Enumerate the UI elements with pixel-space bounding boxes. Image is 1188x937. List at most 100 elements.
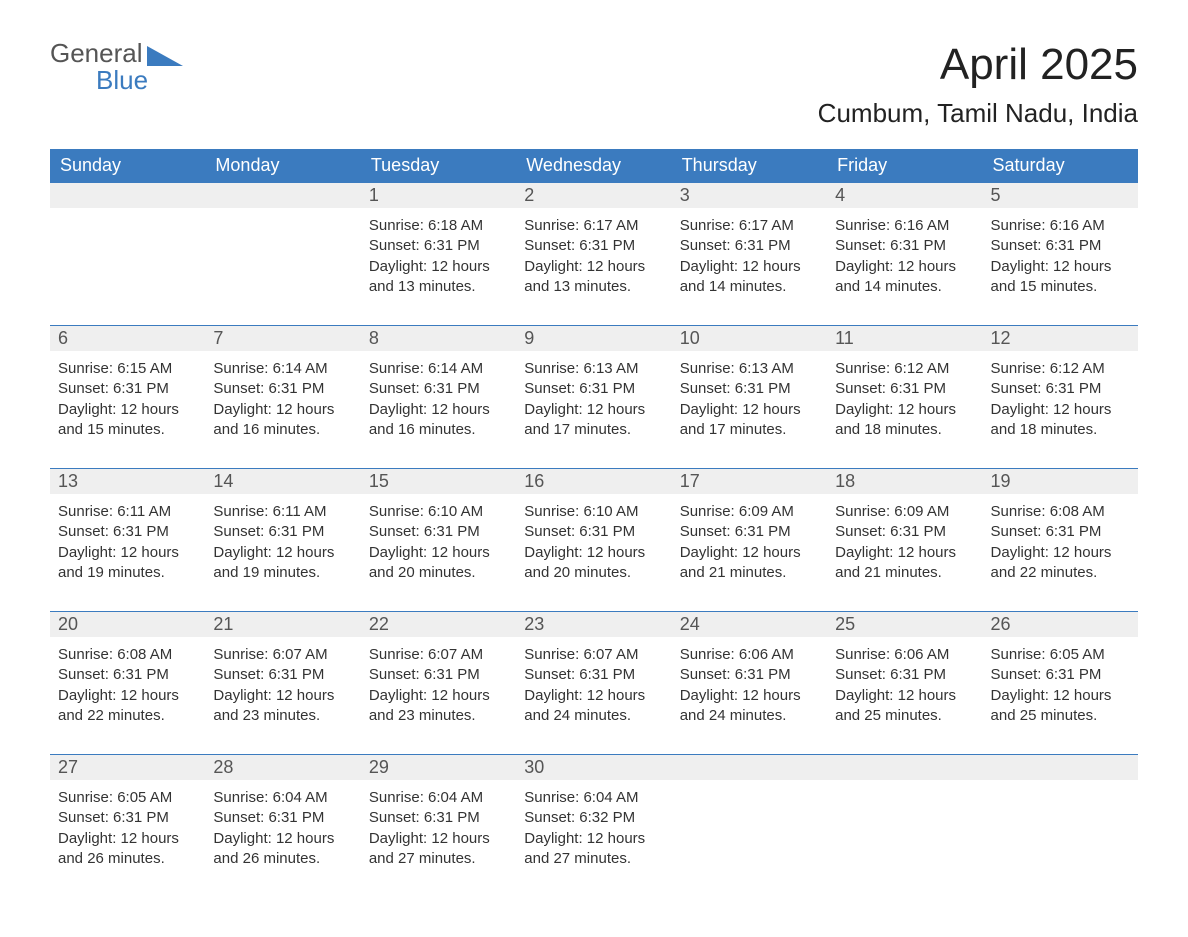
day-cell-body	[50, 208, 205, 326]
weekday-header-row: SundayMondayTuesdayWednesdayThursdayFrid…	[50, 149, 1138, 183]
month-title: April 2025	[818, 40, 1138, 90]
day-cell-header: 16	[516, 469, 671, 495]
day-number: 18	[827, 469, 982, 494]
day-details: Sunrise: 6:07 AMSunset: 6:31 PMDaylight:…	[213, 641, 352, 726]
day-number: 20	[50, 612, 205, 637]
day-cell-body: Sunrise: 6:08 AMSunset: 6:31 PMDaylight:…	[50, 637, 205, 755]
day-cell-header: 24	[672, 612, 827, 638]
day-cell-header: 3	[672, 183, 827, 209]
day-cell-body: Sunrise: 6:07 AMSunset: 6:31 PMDaylight:…	[361, 637, 516, 755]
daynum-row: 12345	[50, 183, 1138, 209]
day-number: 11	[827, 326, 982, 351]
day-cell-header: 25	[827, 612, 982, 638]
day-details: Sunrise: 6:13 AMSunset: 6:31 PMDaylight:…	[680, 355, 819, 440]
day-cell-body: Sunrise: 6:16 AMSunset: 6:31 PMDaylight:…	[827, 208, 982, 326]
day-number: 3	[672, 183, 827, 208]
day-number	[983, 755, 1138, 780]
day-cell-header: 11	[827, 326, 982, 352]
day-cell-body: Sunrise: 6:08 AMSunset: 6:31 PMDaylight:…	[983, 494, 1138, 612]
day-details: Sunrise: 6:05 AMSunset: 6:31 PMDaylight:…	[991, 641, 1130, 726]
day-cell-header	[50, 183, 205, 209]
daynum-row: 20212223242526	[50, 612, 1138, 638]
day-cell-body: Sunrise: 6:04 AMSunset: 6:31 PMDaylight:…	[205, 780, 360, 897]
day-cell-header: 17	[672, 469, 827, 495]
day-cell-header: 2	[516, 183, 671, 209]
day-cell-header: 27	[50, 755, 205, 781]
day-number: 15	[361, 469, 516, 494]
day-details: Sunrise: 6:07 AMSunset: 6:31 PMDaylight:…	[524, 641, 663, 726]
page-header: General Blue April 2025 Cumbum, Tamil Na…	[50, 40, 1138, 129]
day-cell-body: Sunrise: 6:06 AMSunset: 6:31 PMDaylight:…	[672, 637, 827, 755]
day-number: 23	[516, 612, 671, 637]
day-cell-body	[205, 208, 360, 326]
weekday-header: Tuesday	[361, 149, 516, 183]
day-cell-body: Sunrise: 6:09 AMSunset: 6:31 PMDaylight:…	[827, 494, 982, 612]
day-details: Sunrise: 6:07 AMSunset: 6:31 PMDaylight:…	[369, 641, 508, 726]
day-cell-body: Sunrise: 6:07 AMSunset: 6:31 PMDaylight:…	[205, 637, 360, 755]
day-details: Sunrise: 6:15 AMSunset: 6:31 PMDaylight:…	[58, 355, 197, 440]
day-number: 1	[361, 183, 516, 208]
day-cell-body: Sunrise: 6:10 AMSunset: 6:31 PMDaylight:…	[361, 494, 516, 612]
day-number: 29	[361, 755, 516, 780]
day-cell-header: 1	[361, 183, 516, 209]
day-details: Sunrise: 6:17 AMSunset: 6:31 PMDaylight:…	[524, 212, 663, 297]
day-details: Sunrise: 6:04 AMSunset: 6:31 PMDaylight:…	[369, 784, 508, 869]
content-row: Sunrise: 6:18 AMSunset: 6:31 PMDaylight:…	[50, 208, 1138, 326]
logo: General Blue	[50, 40, 183, 95]
day-number: 4	[827, 183, 982, 208]
day-number: 26	[983, 612, 1138, 637]
day-details: Sunrise: 6:11 AMSunset: 6:31 PMDaylight:…	[58, 498, 197, 583]
logo-text-2: Blue	[50, 67, 183, 94]
day-cell-body	[827, 780, 982, 897]
weekday-header: Saturday	[983, 149, 1138, 183]
day-cell-body: Sunrise: 6:14 AMSunset: 6:31 PMDaylight:…	[361, 351, 516, 469]
day-number: 10	[672, 326, 827, 351]
logo-sail-icon	[147, 46, 183, 66]
day-cell-body: Sunrise: 6:12 AMSunset: 6:31 PMDaylight:…	[827, 351, 982, 469]
day-details: Sunrise: 6:16 AMSunset: 6:31 PMDaylight:…	[835, 212, 974, 297]
day-number: 25	[827, 612, 982, 637]
weekday-header: Monday	[205, 149, 360, 183]
content-row: Sunrise: 6:05 AMSunset: 6:31 PMDaylight:…	[50, 780, 1138, 897]
day-details: Sunrise: 6:09 AMSunset: 6:31 PMDaylight:…	[680, 498, 819, 583]
day-cell-header	[205, 183, 360, 209]
day-number: 27	[50, 755, 205, 780]
day-cell-header	[827, 755, 982, 781]
day-cell-header	[983, 755, 1138, 781]
day-number	[50, 183, 205, 208]
day-number: 17	[672, 469, 827, 494]
weekday-header: Wednesday	[516, 149, 671, 183]
day-cell-header: 22	[361, 612, 516, 638]
day-details: Sunrise: 6:11 AMSunset: 6:31 PMDaylight:…	[213, 498, 352, 583]
day-cell-body: Sunrise: 6:05 AMSunset: 6:31 PMDaylight:…	[50, 780, 205, 897]
day-number: 5	[983, 183, 1138, 208]
day-details: Sunrise: 6:10 AMSunset: 6:31 PMDaylight:…	[524, 498, 663, 583]
day-number: 22	[361, 612, 516, 637]
day-cell-header: 28	[205, 755, 360, 781]
weekday-header: Thursday	[672, 149, 827, 183]
logo-line1-wrap: General	[50, 40, 183, 67]
day-cell-header: 4	[827, 183, 982, 209]
day-details: Sunrise: 6:04 AMSunset: 6:32 PMDaylight:…	[524, 784, 663, 869]
day-details: Sunrise: 6:17 AMSunset: 6:31 PMDaylight:…	[680, 212, 819, 297]
day-number: 21	[205, 612, 360, 637]
day-number: 30	[516, 755, 671, 780]
day-details: Sunrise: 6:14 AMSunset: 6:31 PMDaylight:…	[369, 355, 508, 440]
day-cell-header: 26	[983, 612, 1138, 638]
daynum-row: 6789101112	[50, 326, 1138, 352]
day-details: Sunrise: 6:16 AMSunset: 6:31 PMDaylight:…	[991, 212, 1130, 297]
title-block: April 2025 Cumbum, Tamil Nadu, India	[818, 40, 1138, 129]
day-cell-body: Sunrise: 6:17 AMSunset: 6:31 PMDaylight:…	[516, 208, 671, 326]
day-number: 9	[516, 326, 671, 351]
day-number: 19	[983, 469, 1138, 494]
day-cell-header: 18	[827, 469, 982, 495]
day-cell-header: 10	[672, 326, 827, 352]
location-subtitle: Cumbum, Tamil Nadu, India	[818, 98, 1138, 129]
day-details: Sunrise: 6:08 AMSunset: 6:31 PMDaylight:…	[991, 498, 1130, 583]
day-cell-body	[672, 780, 827, 897]
day-cell-header: 13	[50, 469, 205, 495]
day-cell-header: 23	[516, 612, 671, 638]
day-cell-header: 5	[983, 183, 1138, 209]
day-cell-header: 30	[516, 755, 671, 781]
calendar-table: SundayMondayTuesdayWednesdayThursdayFrid…	[50, 149, 1138, 897]
